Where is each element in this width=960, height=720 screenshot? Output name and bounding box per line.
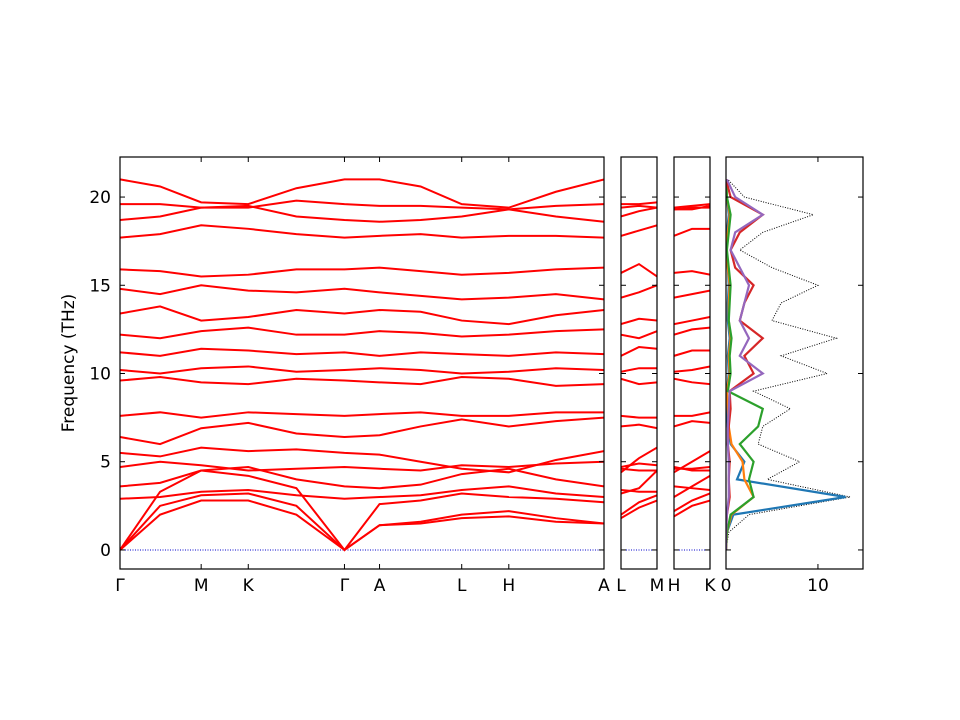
band — [120, 347, 604, 357]
band — [621, 446, 657, 474]
axes-frame — [119, 156, 605, 570]
band — [120, 499, 604, 552]
band — [120, 365, 604, 375]
band — [120, 305, 604, 326]
y-axis-label: Frequency (THz) — [59, 294, 79, 433]
band — [120, 466, 604, 490]
band — [120, 326, 604, 340]
y-tick-label: 10 — [89, 364, 111, 384]
band — [621, 423, 657, 430]
band — [621, 262, 657, 278]
dos-line — [726, 179, 846, 551]
band — [120, 224, 604, 239]
x-tick-label: Γ — [115, 576, 125, 596]
band — [674, 474, 710, 498]
plot-area — [621, 201, 657, 551]
band — [621, 330, 657, 340]
band — [120, 178, 604, 209]
band — [621, 462, 657, 468]
band — [621, 469, 657, 495]
band — [621, 224, 657, 237]
band — [120, 199, 604, 211]
x-tick-label: 0 — [721, 576, 732, 596]
band — [120, 416, 604, 446]
band — [621, 467, 657, 472]
band — [621, 414, 657, 419]
band — [621, 494, 657, 516]
band — [120, 485, 604, 500]
band — [621, 367, 657, 373]
band — [674, 270, 710, 276]
x-tick-label: M — [650, 576, 665, 596]
dos-line — [726, 179, 765, 550]
x-tick-label: L — [457, 576, 467, 596]
band — [621, 204, 657, 209]
axes-frame — [725, 156, 864, 570]
band — [674, 326, 710, 336]
band — [120, 460, 604, 472]
band — [120, 411, 604, 419]
dos-line — [726, 179, 851, 551]
band — [674, 289, 710, 299]
plot-area — [674, 203, 710, 551]
band — [674, 377, 710, 386]
band — [674, 450, 710, 474]
band — [674, 499, 710, 518]
band — [120, 446, 604, 474]
x-tick-label: M — [194, 576, 209, 596]
band — [674, 316, 710, 326]
band — [120, 492, 604, 552]
x-tick-label: H — [668, 576, 681, 596]
x-tick-label: 10 — [807, 576, 829, 596]
y-tick-label: 5 — [100, 453, 111, 473]
band — [674, 203, 710, 209]
band — [674, 227, 710, 237]
band — [674, 485, 710, 491]
plot-area — [726, 178, 851, 551]
axes-frame — [620, 156, 658, 570]
band — [674, 206, 710, 211]
band — [120, 469, 604, 552]
band — [674, 492, 710, 512]
band — [621, 499, 657, 520]
band — [674, 365, 710, 373]
band — [621, 284, 657, 299]
band — [621, 346, 657, 357]
band — [674, 420, 710, 428]
band — [120, 204, 604, 223]
band — [621, 201, 657, 206]
x-tick-label: K — [243, 576, 255, 596]
plot-area — [120, 178, 604, 552]
band — [621, 488, 657, 493]
axes-frame — [673, 156, 711, 570]
band — [674, 411, 710, 417]
x-tick-label: A — [598, 576, 610, 596]
dos-line — [726, 179, 765, 551]
y-tick-label: 20 — [89, 188, 111, 208]
band — [120, 284, 604, 301]
x-tick-label: Γ — [340, 576, 350, 596]
band — [674, 349, 710, 357]
x-tick-label: A — [374, 576, 386, 596]
band — [120, 376, 604, 387]
band — [120, 266, 604, 278]
x-tick-label: K — [704, 576, 716, 596]
band — [621, 317, 657, 326]
band — [621, 206, 657, 218]
dos-line — [726, 178, 765, 550]
y-tick-label: 0 — [100, 541, 111, 561]
x-tick-label: L — [616, 576, 626, 596]
y-tick-label: 15 — [89, 276, 111, 296]
x-tick-label: H — [502, 576, 515, 596]
band — [621, 377, 657, 386]
